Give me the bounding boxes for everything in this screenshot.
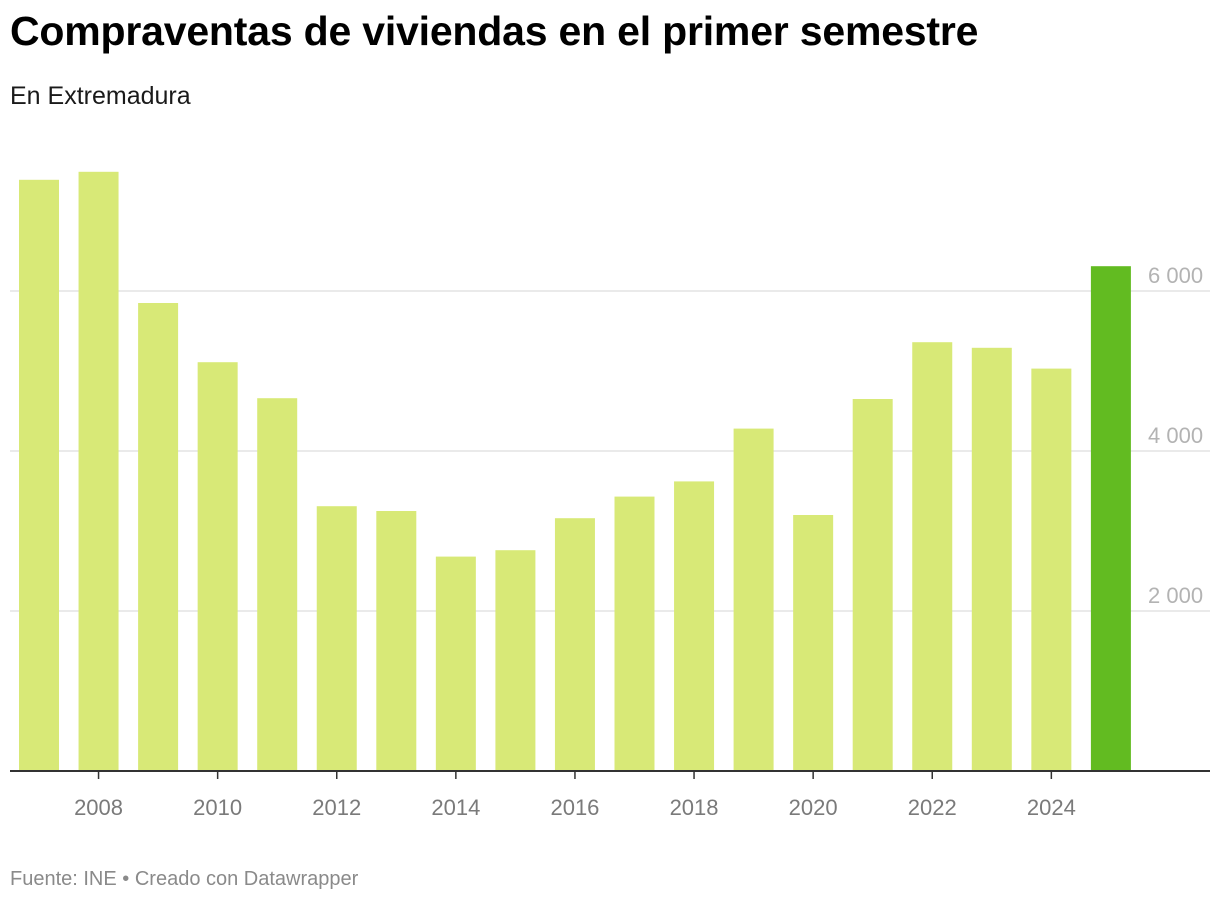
- bar-2024: [1031, 368, 1072, 771]
- y-axis-ticks: 2 000 4 000 6 000: [1148, 263, 1203, 608]
- bars: [19, 171, 1131, 772]
- x-tick-label-2014: 2014: [431, 795, 480, 820]
- bar-2008: [78, 171, 119, 772]
- bar-2017: [614, 496, 655, 771]
- x-tick-label-2012: 2012: [312, 795, 361, 820]
- bar-2022: [912, 342, 953, 771]
- source-note: Fuente: INE: [10, 868, 117, 890]
- bar-2025: [1090, 266, 1131, 771]
- x-tick-label-2016: 2016: [550, 795, 599, 820]
- bar-2020: [793, 515, 834, 771]
- bar-2012: [316, 506, 357, 771]
- x-tick-label-2024: 2024: [1027, 795, 1076, 820]
- bar-2010: [197, 362, 238, 771]
- y-tick-label-2000: 2 000: [1148, 583, 1203, 608]
- bar-2007: [19, 179, 59, 772]
- gridlines: [10, 290, 1210, 612]
- bar-2019: [733, 428, 774, 771]
- credit-note: Creado con Datawrapper: [134, 868, 359, 890]
- bar-2011: [257, 398, 298, 771]
- bar-2013: [376, 511, 417, 771]
- bar-2014: [435, 556, 476, 771]
- x-tick-label-2008: 2008: [74, 795, 123, 820]
- bar-chart: 2008 2010 2012 2014 2016 2018 2020 2022 2024 2 0…: [10, 171, 1210, 820]
- bar-2021: [852, 399, 893, 771]
- bar-2016: [554, 518, 595, 771]
- x-tick-label-2018: 2018: [670, 795, 719, 820]
- x-axis-ticks: 2008 2010 2012 2014 2016 2018 2020 2022 2024: [74, 771, 1076, 820]
- chart-subtitle: En Extremadura: [10, 82, 191, 110]
- bar-2015: [495, 550, 536, 771]
- bar-2023: [971, 347, 1012, 771]
- x-tick-label-2020: 2020: [789, 795, 838, 820]
- footer-separator: •: [116, 868, 135, 890]
- chart-title: Compraventas de viviendas en el primer s…: [10, 8, 979, 54]
- x-tick-label-2010: 2010: [193, 795, 242, 820]
- x-tick-label-2022: 2022: [908, 795, 957, 820]
- y-tick-label-6000: 6 000: [1148, 263, 1203, 288]
- chart-footer: Fuente: INE • Creado con Datawrapper: [10, 868, 358, 891]
- y-tick-label-4000: 4 000: [1148, 423, 1203, 448]
- bar-2009: [138, 303, 179, 771]
- bar-2018: [674, 481, 715, 771]
